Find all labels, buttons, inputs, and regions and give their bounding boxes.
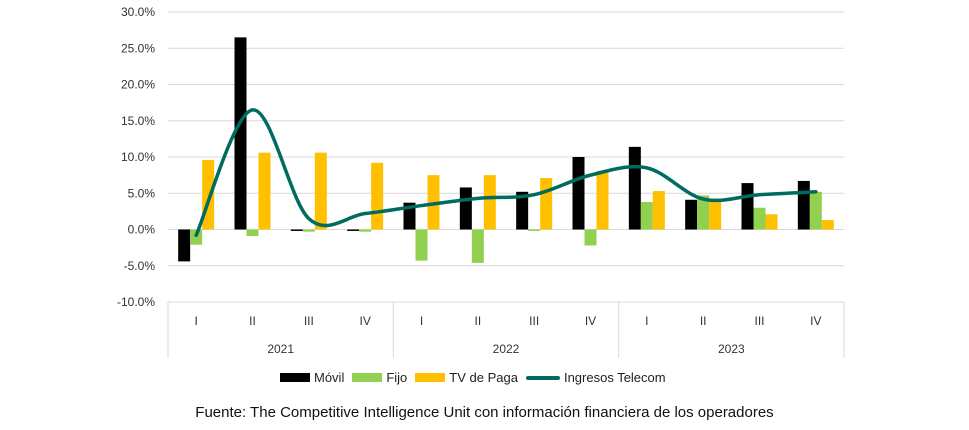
bar-tv-de-paga (821, 220, 834, 230)
y-tick-label: -5.0% (124, 259, 156, 273)
bar-movil (516, 191, 529, 230)
bar-tv-de-paga (709, 201, 722, 230)
bar-tv-de-paga (652, 191, 665, 230)
bar-tv-de-paga (596, 170, 609, 230)
legend-swatch-fijo (352, 373, 383, 382)
bar-movil (290, 229, 303, 231)
x-tick-label: IV (810, 314, 821, 328)
legend: Móvil Fijo TV de Paga Ingresos Telecom (280, 370, 674, 385)
bar-movil (685, 199, 698, 230)
bar-fijo (809, 191, 822, 230)
bar-movil (347, 229, 360, 231)
x-tick-label: I (194, 314, 197, 328)
y-axis-ticks: -10.0% -5.0% 0.0% 5.0% 10.0% 15.0% 20.0% 25.0% 3… (117, 5, 155, 309)
bar-fijo (415, 229, 428, 261)
bar-movil (572, 157, 585, 230)
legend-label-tv: TV de Paga (449, 370, 518, 385)
legend-label-movil: Móvil (314, 370, 345, 385)
x-tick-label: III (754, 314, 764, 328)
y-tick-label: 0.0% (128, 223, 156, 237)
x-tick-label: II (474, 314, 481, 328)
x-tick-label: I (645, 314, 648, 328)
legend-item-movil: Móvil (280, 370, 344, 385)
bar-tv-de-paga (314, 152, 327, 230)
bar-fijo (697, 195, 710, 230)
x-tick-label: IV (585, 314, 596, 328)
bar-movil (459, 187, 472, 230)
bar-tv-de-paga (765, 214, 778, 230)
legend-item-fijo: Fijo (352, 370, 407, 385)
bar-movil (178, 229, 191, 262)
line-ingresos-telecom (194, 108, 818, 238)
x-tick-label: III (304, 314, 314, 328)
x-tick-label: III (529, 314, 539, 328)
bar-fijo (753, 207, 766, 230)
source-note: Fuente: The Competitive Intelligence Uni… (195, 404, 774, 421)
bar-fijo (640, 201, 653, 230)
legend-swatch-tv (415, 373, 446, 382)
bar-fijo (528, 229, 541, 231)
bar-tv-de-paga (371, 162, 384, 230)
bar-fijo (471, 229, 484, 263)
bars (178, 37, 834, 263)
y-tick-label: 10.0% (121, 150, 155, 164)
y-tick-label: 20.0% (121, 78, 155, 92)
legend-item-telecom: Ingresos Telecom (525, 370, 666, 385)
bar-tv-de-paga (540, 178, 553, 230)
bar-movil (741, 183, 754, 230)
x-year-label: 2021 (267, 342, 294, 356)
bar-movil (797, 180, 810, 230)
x-year-label: 2023 (718, 342, 745, 356)
bar-fijo (302, 229, 315, 232)
bar-fijo (359, 229, 372, 232)
legend-item-tv: TV de Paga (415, 370, 518, 385)
bar-fijo (190, 229, 203, 245)
bar-tv-de-paga (483, 175, 496, 230)
chart: -10.0% -5.0% 0.0% 5.0% 10.0% 15.0% 20.0% 25.0% 3… (117, 5, 845, 358)
x-tick-label: II (249, 314, 256, 328)
legend-swatch-telecom (525, 375, 560, 380)
legend-label-telecom: Ingresos Telecom (563, 370, 666, 385)
y-tick-label: 5.0% (128, 186, 156, 200)
y-tick-label: 15.0% (121, 114, 155, 128)
bar-movil (628, 146, 641, 230)
bar-movil (234, 37, 247, 230)
telecom-line (194, 108, 818, 238)
x-tick-label: IV (359, 314, 370, 328)
x-tick-label: II (700, 314, 707, 328)
y-tick-label: 25.0% (121, 41, 155, 55)
bar-fijo (584, 229, 597, 246)
x-year-label: 2022 (493, 342, 520, 356)
legend-label-fijo: Fijo (386, 370, 408, 385)
legend-swatch-movil (280, 373, 310, 382)
bar-fijo (246, 229, 259, 237)
y-tick-label: 30.0% (121, 5, 155, 19)
x-tick-label: I (420, 314, 423, 328)
bar-tv-de-paga (258, 152, 271, 230)
y-tick-label: -10.0% (117, 295, 155, 309)
